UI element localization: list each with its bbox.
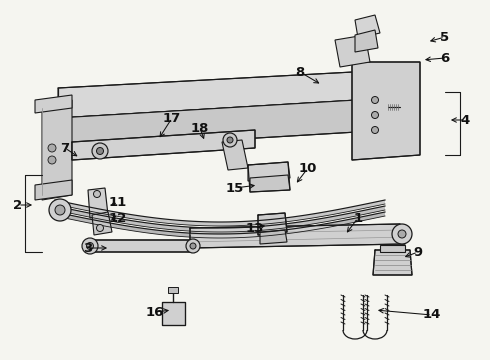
Polygon shape bbox=[190, 224, 405, 248]
Polygon shape bbox=[355, 30, 378, 52]
Polygon shape bbox=[55, 206, 385, 232]
Text: 10: 10 bbox=[299, 162, 317, 175]
Polygon shape bbox=[258, 213, 287, 235]
Circle shape bbox=[186, 239, 200, 253]
Circle shape bbox=[49, 199, 71, 221]
Circle shape bbox=[190, 243, 196, 249]
Polygon shape bbox=[373, 250, 412, 275]
Polygon shape bbox=[92, 212, 112, 235]
Circle shape bbox=[55, 205, 65, 215]
Circle shape bbox=[371, 112, 378, 118]
Circle shape bbox=[371, 126, 378, 134]
Polygon shape bbox=[55, 212, 385, 238]
Polygon shape bbox=[35, 180, 72, 200]
Polygon shape bbox=[250, 175, 290, 192]
Text: 13: 13 bbox=[246, 221, 264, 234]
Circle shape bbox=[48, 144, 56, 152]
Polygon shape bbox=[222, 140, 248, 170]
Circle shape bbox=[97, 225, 103, 231]
Text: 4: 4 bbox=[461, 113, 469, 126]
Circle shape bbox=[97, 148, 103, 154]
Text: 14: 14 bbox=[423, 309, 441, 321]
Circle shape bbox=[223, 133, 237, 147]
Text: 3: 3 bbox=[83, 242, 93, 255]
Text: 18: 18 bbox=[191, 122, 209, 135]
Polygon shape bbox=[352, 62, 420, 160]
Circle shape bbox=[94, 190, 100, 198]
Text: 6: 6 bbox=[441, 51, 450, 64]
Polygon shape bbox=[42, 100, 72, 200]
Polygon shape bbox=[35, 95, 72, 113]
Polygon shape bbox=[355, 15, 380, 38]
Circle shape bbox=[392, 224, 412, 244]
Text: 15: 15 bbox=[226, 181, 244, 194]
Polygon shape bbox=[58, 98, 390, 150]
Circle shape bbox=[398, 230, 406, 238]
Polygon shape bbox=[72, 130, 255, 160]
Text: 9: 9 bbox=[414, 246, 422, 258]
Text: 1: 1 bbox=[353, 212, 363, 225]
Polygon shape bbox=[168, 287, 178, 293]
Circle shape bbox=[92, 143, 108, 159]
Polygon shape bbox=[90, 240, 195, 252]
Text: 8: 8 bbox=[295, 66, 305, 78]
Text: 12: 12 bbox=[109, 212, 127, 225]
Polygon shape bbox=[58, 70, 390, 118]
Text: 16: 16 bbox=[146, 306, 164, 319]
Circle shape bbox=[82, 238, 98, 254]
Polygon shape bbox=[335, 35, 370, 67]
Circle shape bbox=[87, 243, 94, 249]
Polygon shape bbox=[260, 230, 287, 244]
Polygon shape bbox=[380, 245, 405, 252]
Text: 17: 17 bbox=[163, 112, 181, 125]
Circle shape bbox=[48, 156, 56, 164]
Polygon shape bbox=[248, 162, 290, 181]
Text: 7: 7 bbox=[60, 141, 70, 154]
Polygon shape bbox=[162, 302, 185, 325]
Polygon shape bbox=[88, 188, 108, 218]
Circle shape bbox=[227, 137, 233, 143]
Polygon shape bbox=[55, 200, 385, 226]
Text: 5: 5 bbox=[441, 31, 449, 44]
Circle shape bbox=[371, 96, 378, 104]
Text: 11: 11 bbox=[109, 195, 127, 208]
Text: 2: 2 bbox=[13, 198, 23, 212]
